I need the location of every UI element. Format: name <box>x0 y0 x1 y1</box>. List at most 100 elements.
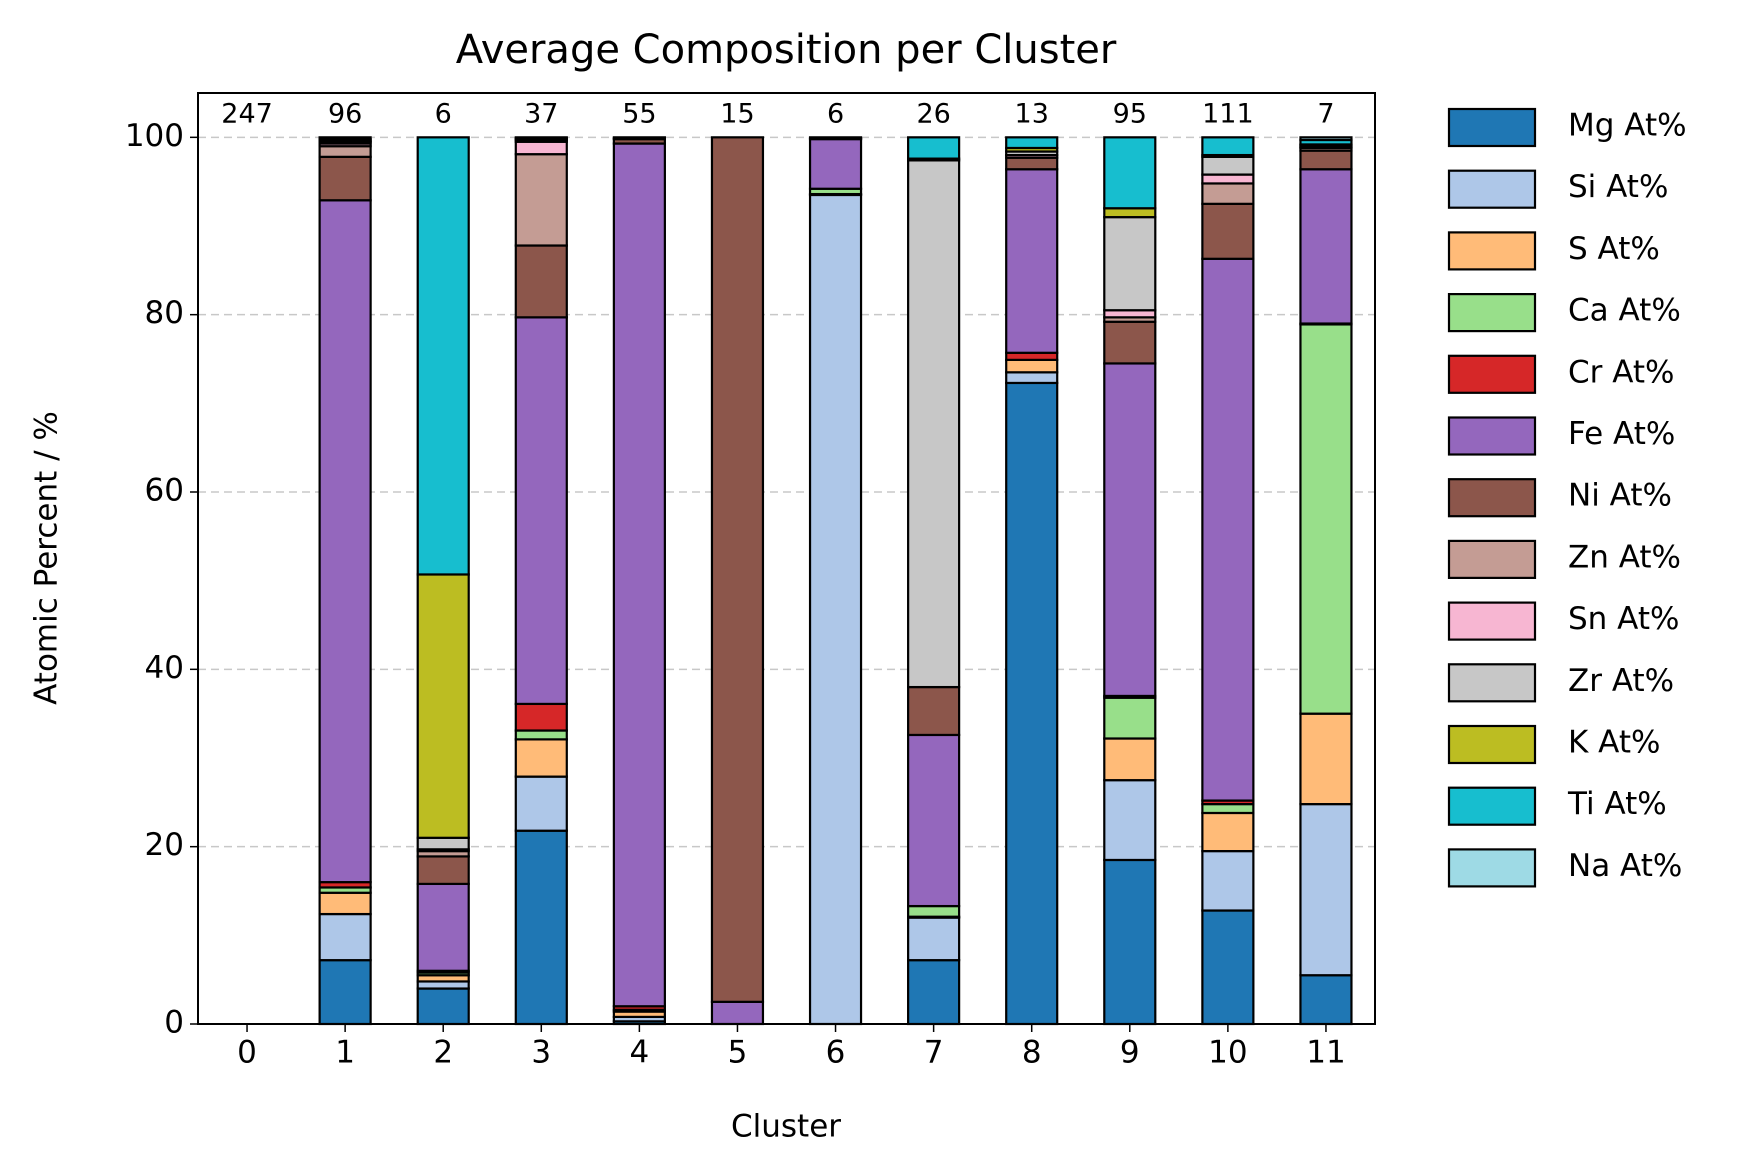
legend-label: K At% <box>1568 725 1660 761</box>
legend-label: Zr At% <box>1568 663 1674 699</box>
bar-segment <box>1103 136 1157 210</box>
legend-label: S At% <box>1568 231 1660 267</box>
bar-segment <box>907 916 961 962</box>
bar-segment <box>1005 358 1059 374</box>
x-tick-label: 5 <box>728 1035 748 1071</box>
y-tick-label: 100 <box>125 118 184 154</box>
count-label: 111 <box>1202 99 1254 130</box>
bar-segment <box>907 159 961 689</box>
bar-segment <box>1103 207 1157 219</box>
bar-segment <box>514 738 568 778</box>
legend-label: Mg At% <box>1568 108 1687 144</box>
legend-swatch <box>1447 107 1537 148</box>
bar-segment <box>1103 216 1157 312</box>
legend-label: Ni At% <box>1568 478 1672 514</box>
bar-segment <box>907 904 961 918</box>
bar-segment <box>416 855 470 886</box>
y-tick-label: 0 <box>164 1005 184 1041</box>
bar-segment <box>416 987 470 1026</box>
bar-segment <box>1103 737 1157 782</box>
bar-segment <box>1103 362 1157 698</box>
bar-segment <box>907 685 961 737</box>
bar-segment <box>318 155 372 202</box>
legend-swatch <box>1447 231 1537 271</box>
bar-segment <box>1103 858 1157 1026</box>
bar-segment <box>1201 909 1255 1026</box>
bar-segment <box>318 136 372 141</box>
bar-segment <box>808 193 863 1026</box>
bar-segment <box>612 136 666 140</box>
bar-segment <box>1299 149 1353 171</box>
bar-segment <box>318 912 372 962</box>
count-label: 96 <box>328 99 362 130</box>
bar-segment <box>1201 136 1255 157</box>
legend-swatch <box>1447 539 1537 580</box>
x-tick-label: 3 <box>531 1035 551 1071</box>
bar-segment <box>514 153 568 247</box>
y-axis-label: Atomic Percent / % <box>29 411 65 705</box>
bar-segment <box>318 145 372 158</box>
x-tick-label: 0 <box>237 1035 257 1071</box>
legend-label: Fe At% <box>1568 416 1675 452</box>
bar-segment <box>1299 712 1353 806</box>
bar-segment <box>1299 168 1353 325</box>
bar-segment <box>514 136 568 140</box>
y-tick-label: 80 <box>145 295 184 331</box>
bar-segment <box>808 138 863 190</box>
y-tick-label: 40 <box>145 650 184 686</box>
legend-swatch <box>1447 478 1537 518</box>
bar-segment <box>907 733 961 908</box>
y-tick-label: 60 <box>145 473 184 509</box>
x-tick-label: 10 <box>1208 1035 1247 1071</box>
bar-segment <box>514 775 568 832</box>
legend-swatch <box>1447 293 1537 333</box>
x-tick-label: 11 <box>1306 1035 1345 1071</box>
bar-segment <box>1005 381 1059 1026</box>
bar-segment <box>514 140 568 156</box>
bar-segment <box>1201 849 1255 912</box>
bar-segment <box>1103 320 1157 365</box>
x-axis-label: Cluster <box>731 1109 841 1145</box>
legend-label: Ti At% <box>1567 786 1667 822</box>
bar-segment <box>514 829 568 1026</box>
bar-segment <box>1005 371 1059 385</box>
legend-label: Si At% <box>1568 169 1668 205</box>
bar-segment <box>808 136 863 140</box>
bar-segment <box>1299 974 1353 1026</box>
bar-segment <box>1299 323 1353 715</box>
legend-swatch <box>1447 169 1537 209</box>
bar-segment <box>1201 173 1255 185</box>
bar-segment <box>1103 696 1157 740</box>
count-label: 247 <box>221 99 273 130</box>
bar-segment <box>1201 155 1255 176</box>
bar-segment <box>514 702 568 732</box>
bar-segment <box>514 316 568 706</box>
count-label: 15 <box>720 99 754 130</box>
x-tick-label: 7 <box>924 1035 944 1071</box>
count-label: 6 <box>827 99 844 130</box>
bar-segment <box>1103 779 1157 862</box>
count-label: 7 <box>1317 99 1334 130</box>
y-tick-label: 20 <box>145 827 184 863</box>
bar-segment <box>1005 136 1059 150</box>
x-tick-label: 9 <box>1120 1035 1140 1071</box>
bar-segment <box>1201 811 1255 853</box>
count-label: 37 <box>524 99 558 130</box>
legend-label: Ca At% <box>1568 293 1681 329</box>
bar-segment <box>1299 803 1353 977</box>
legend-label: Na At% <box>1568 848 1682 884</box>
bar-segment <box>1299 136 1353 142</box>
x-tick-label: 1 <box>335 1035 355 1071</box>
x-tick-label: 8 <box>1022 1035 1042 1071</box>
legend-swatch <box>1447 416 1537 456</box>
legend-label: Cr At% <box>1568 354 1675 390</box>
bar-segment <box>416 882 470 972</box>
plot-frame <box>197 92 1376 1025</box>
bar-segment <box>612 142 666 1008</box>
legend-swatch <box>1447 786 1537 826</box>
x-tick-label: 6 <box>826 1035 846 1071</box>
bar-segment <box>1201 257 1255 802</box>
bar-segment <box>1005 168 1059 354</box>
count-label: 55 <box>622 99 656 130</box>
